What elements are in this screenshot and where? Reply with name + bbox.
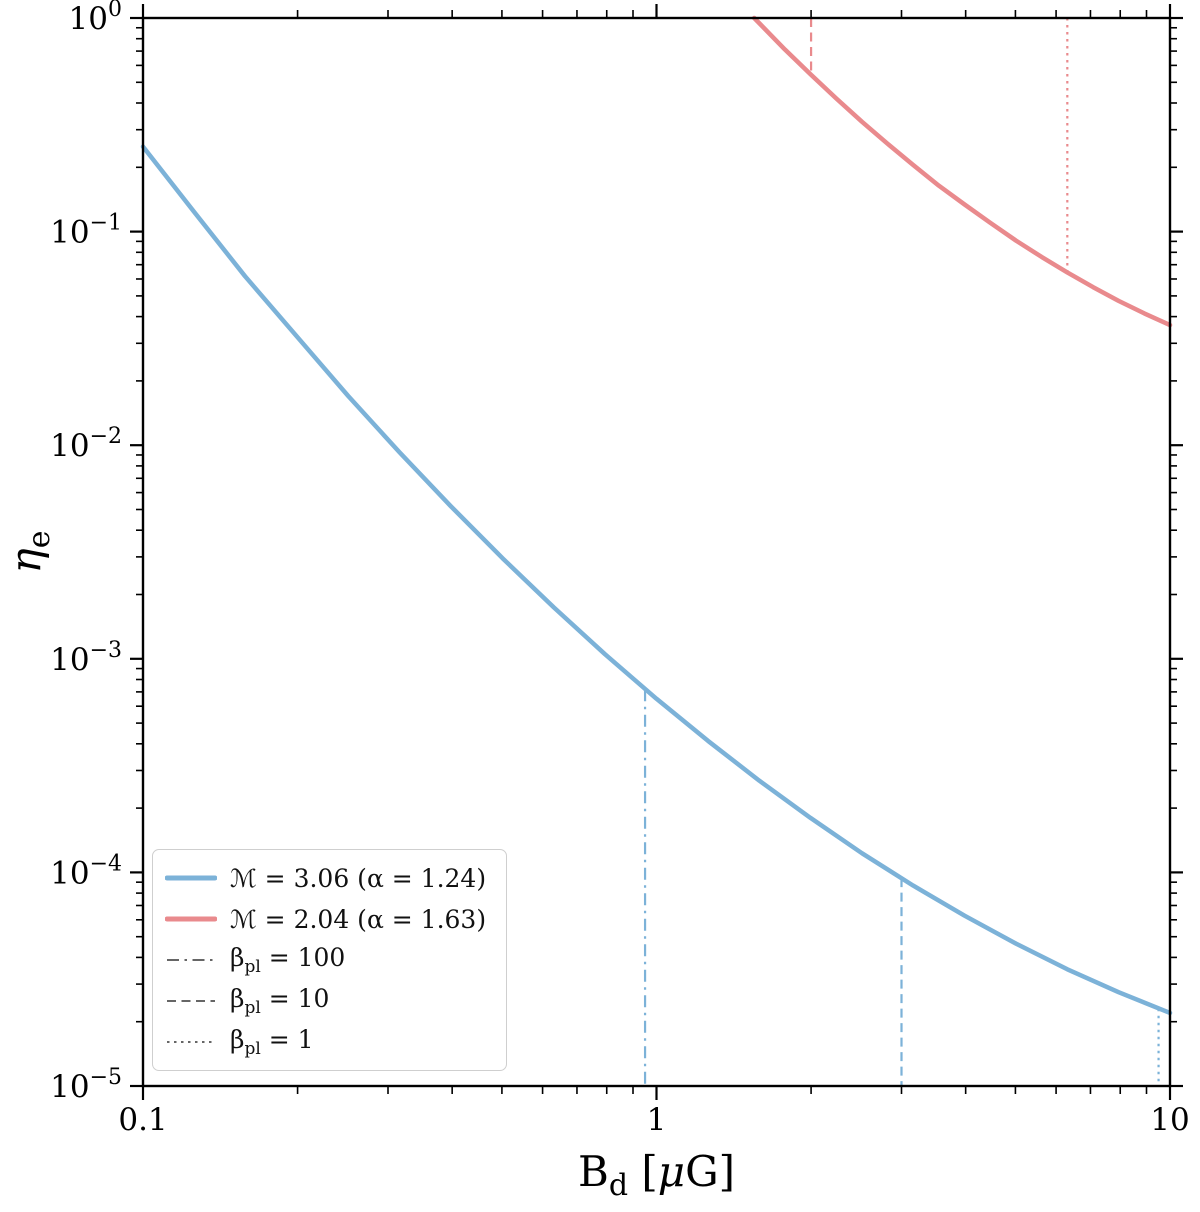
legend-row: βpl = 100	[165, 942, 486, 978]
legend-row: βpl = 10	[165, 983, 486, 1019]
series-1-curve	[751, 15, 1173, 328]
beta-marker-lines	[643, 18, 1160, 1086]
svg-text:100: 100	[69, 0, 122, 37]
svg-text:10−1: 10−1	[50, 211, 122, 251]
legend-label: ℳ = 2.04 (α = 1.63)	[230, 904, 487, 934]
legend-row: ℳ = 3.06 (α = 1.24)	[165, 860, 486, 896]
svg-text:10−5: 10−5	[50, 1065, 122, 1105]
x-axis-label: Bd [μG]	[578, 1147, 735, 1203]
svg-text:10−2: 10−2	[50, 424, 122, 464]
beta-1-line-sample	[165, 1037, 217, 1047]
legend-label: βpl = 1	[230, 1024, 314, 1059]
series-0-line-sample	[165, 873, 217, 883]
plot-frame	[141, 16, 1172, 1088]
svg-text:10: 10	[1150, 1102, 1189, 1138]
legend-row: ℳ = 2.04 (α = 1.63)	[165, 901, 486, 937]
x-tick-labels: 0.1 1 10	[118, 1102, 1189, 1138]
legend-row: βpl = 1	[165, 1024, 486, 1060]
y-tick-labels: 100 10−1 10−2 10−3 10−4 10−5	[50, 0, 122, 1105]
y-axis-label: ηe	[1, 531, 57, 574]
svg-text:1: 1	[647, 1102, 667, 1138]
legend-label: ℳ = 3.06 (α = 1.24)	[230, 863, 487, 893]
series-0-curve	[140, 144, 1173, 1016]
svg-text:10−3: 10−3	[50, 638, 122, 678]
svg-text:0.1: 0.1	[118, 1102, 167, 1138]
legend-label: βpl = 100	[230, 942, 346, 977]
series-1-line-sample	[165, 914, 217, 924]
legend-label: βpl = 10	[230, 983, 330, 1018]
svg-text:ηe: ηe	[1, 531, 57, 574]
legend: ℳ = 3.06 (α = 1.24) ℳ = 2.04 (α = 1.63) …	[152, 849, 508, 1071]
svg-text:10−4: 10−4	[50, 851, 122, 891]
beta-100-line-sample	[165, 955, 217, 965]
beta-10-line-sample	[165, 996, 217, 1006]
